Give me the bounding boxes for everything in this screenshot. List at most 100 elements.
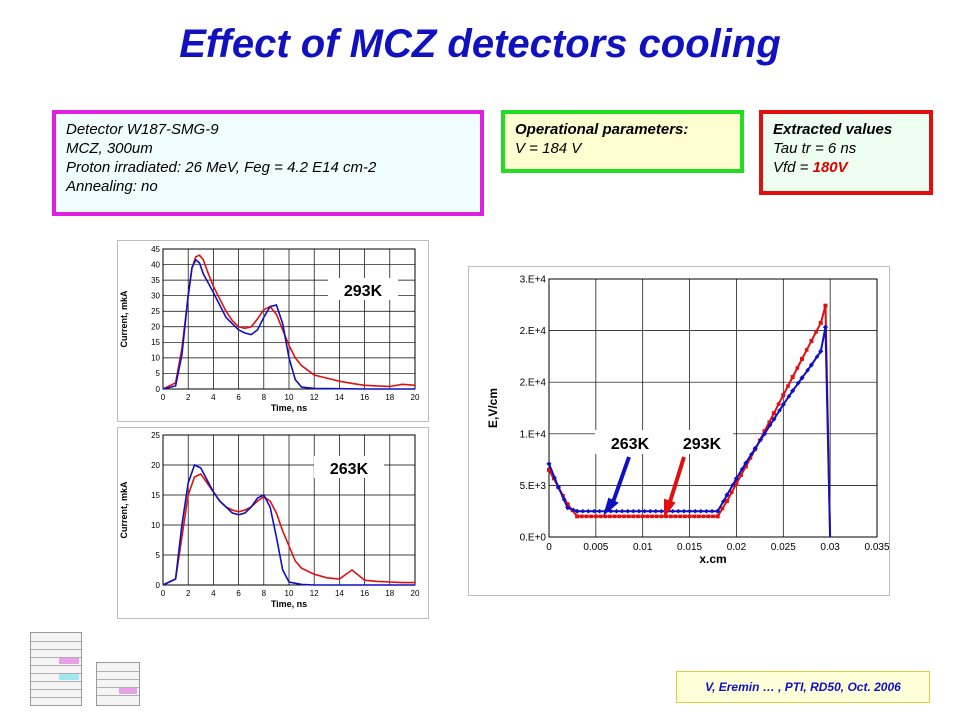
y-tick-label: 0 xyxy=(156,385,161,394)
y-tick-label: 2.E+4 xyxy=(520,326,547,337)
x-tick-label: 0 xyxy=(546,542,552,553)
data-point-marker xyxy=(653,508,659,514)
label-263k: 263K xyxy=(611,436,650,453)
data-point-marker xyxy=(687,508,692,514)
y-tick-label: 10 xyxy=(151,521,160,530)
data-point-marker xyxy=(561,497,567,502)
y-tick-label: 30 xyxy=(151,291,160,300)
data-point-marker xyxy=(822,324,829,330)
y-tick-label: 5.E+3 xyxy=(520,481,547,492)
x-tick-label: 14 xyxy=(335,393,344,402)
field-profile-chart-svg: 0 0.005 0.01 0.015 0.02 0.025 0.03 0.035 0.E+0 5.… xyxy=(486,275,889,567)
data-point-marker xyxy=(808,362,814,368)
data-point-marker xyxy=(777,408,782,413)
current-chart-293k-svg: 0 2 4 6 8 10 12 14 16 18 20 0 5 10 15 20 25 30 35 40 45 Time,… xyxy=(119,245,420,413)
x-tick-label: 12 xyxy=(310,589,319,598)
data-point-marker xyxy=(636,508,642,514)
detector-line: Detector W187-SMG-9 xyxy=(66,121,219,138)
data-point-marker xyxy=(603,514,608,519)
y-tick-label: 20 xyxy=(151,323,160,332)
x-tick-label: 0.02 xyxy=(727,542,747,553)
data-point-marker xyxy=(622,514,626,519)
data-point-marker xyxy=(698,508,704,514)
x-tick-label: 4 xyxy=(211,589,216,598)
y-tick-label: 15 xyxy=(151,491,160,500)
x-tick-label: 0 xyxy=(161,393,166,402)
data-point-marker xyxy=(818,320,823,325)
data-point-marker xyxy=(598,514,603,519)
data-point-marker xyxy=(614,508,619,514)
x-tick-label: 0.01 xyxy=(633,542,653,553)
x-tick-label: 20 xyxy=(411,393,420,402)
current-chart-263k: 0 2 4 6 8 10 12 14 16 18 20 0 5 10 15 20 25 Time, ns Curre… xyxy=(117,427,429,619)
x-tick-label: 14 xyxy=(335,589,344,598)
thumbnail-table-right xyxy=(96,662,140,706)
data-point-marker xyxy=(594,514,598,519)
data-point-marker xyxy=(800,356,805,361)
extracted-heading: Extracted values xyxy=(773,121,893,138)
x-tick-label: 8 xyxy=(262,589,267,598)
series-line xyxy=(162,463,415,586)
y-tick-label: 40 xyxy=(151,260,160,269)
data-point-marker xyxy=(715,514,720,519)
x-tick-label: 4 xyxy=(211,393,216,402)
series-line xyxy=(162,472,415,586)
data-point-marker xyxy=(758,437,764,442)
data-point-marker xyxy=(659,508,664,514)
data-point-marker xyxy=(823,303,828,308)
data-point-marker xyxy=(790,375,795,380)
data-point-marker xyxy=(642,508,647,514)
data-point-marker xyxy=(790,388,796,394)
data-point-marker xyxy=(805,367,810,373)
data-point-marker xyxy=(626,514,631,519)
y-axis-label: Current, mkA xyxy=(119,290,129,348)
data-point-marker xyxy=(721,499,726,504)
x-tick-label: 10 xyxy=(285,393,294,402)
data-point-marker xyxy=(669,514,673,519)
x-axis-label: Time, ns xyxy=(271,599,307,609)
y-tick-label: 20 xyxy=(151,461,160,470)
arrow-293k xyxy=(667,456,686,506)
data-point-marker xyxy=(575,514,580,519)
data-point-marker xyxy=(636,514,640,519)
data-point-marker xyxy=(645,514,650,519)
data-point-marker xyxy=(752,445,758,452)
plot-area-frame xyxy=(548,278,878,538)
x-tick-label: 0.025 xyxy=(771,542,796,553)
data-point-marker xyxy=(704,508,709,514)
data-point-marker xyxy=(640,514,645,519)
data-point-marker xyxy=(678,514,682,519)
temperature-label: 263K xyxy=(330,461,369,478)
thumbnail-table-left xyxy=(30,632,82,706)
data-point-marker xyxy=(809,338,814,343)
detector-line: Proton irradiated: 26 MeV, Feg = 4.2 E14… xyxy=(66,159,377,176)
data-point-marker xyxy=(647,508,653,514)
data-point-marker xyxy=(552,475,557,481)
arrow-263k-head xyxy=(603,497,619,516)
slide-title: Effect of MCZ detectors cooling xyxy=(179,22,781,66)
extracted-values-box: Extracted values Tau tr = 6 ns Vfd = 180… xyxy=(759,110,933,195)
y-axis-label: Current, mkA xyxy=(119,481,129,539)
x-tick-label: 16 xyxy=(360,589,369,598)
data-point-marker xyxy=(804,348,809,352)
data-point-marker xyxy=(617,514,622,519)
data-point-marker xyxy=(814,330,818,334)
x-tick-label: 10 xyxy=(285,589,294,598)
data-point-marker xyxy=(654,514,659,519)
y-tick-label: 15 xyxy=(151,338,160,347)
extracted-tau: Tau tr = 6 ns xyxy=(773,140,857,157)
data-point-marker xyxy=(565,502,570,507)
x-tick-label: 0 xyxy=(161,589,166,598)
y-tick-label: 25 xyxy=(151,307,160,316)
operational-parameters-box: Operational parameters: V = 184 V xyxy=(501,110,744,173)
data-point-marker xyxy=(681,508,687,514)
operational-heading: Operational parameters: xyxy=(515,121,689,138)
data-point-marker xyxy=(670,508,676,514)
data-point-marker xyxy=(608,514,612,519)
current-chart-263k-svg: 0 2 4 6 8 10 12 14 16 18 20 0 5 10 15 20 25 Time, ns Curre… xyxy=(119,431,420,609)
x-tick-label: 0.005 xyxy=(583,542,608,553)
field-profile-chart: 0 0.005 0.01 0.015 0.02 0.025 0.03 0.035 0.E+0 5.… xyxy=(468,266,890,596)
annotation-background xyxy=(328,278,398,300)
data-point-marker xyxy=(586,508,591,514)
arrow-263k xyxy=(610,456,631,506)
